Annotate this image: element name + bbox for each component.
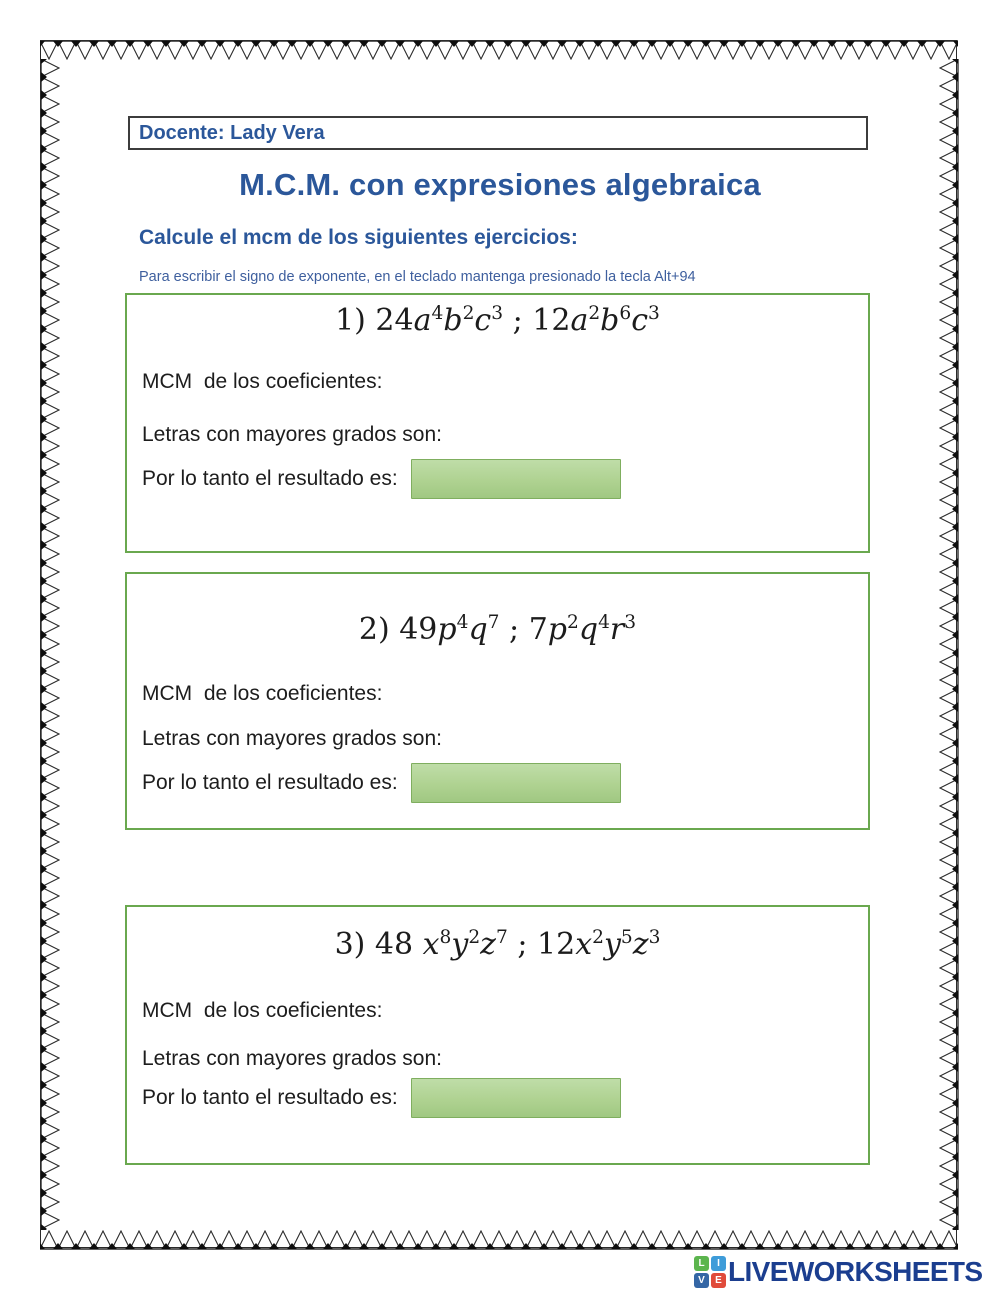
- letters-degrees-label: Letras con mayores grados son:: [142, 423, 442, 446]
- result-label: Por lo tanto el resultado es:: [142, 771, 398, 794]
- mcm-coefficients-label: MCM de los coeficientes:: [142, 682, 383, 705]
- result-row: Por lo tanto el resultado es:: [142, 1078, 621, 1118]
- teacher-name-label: Docente: Lady Vera: [139, 121, 325, 144]
- liveworksheets-logo-icon: L I V E: [694, 1256, 726, 1288]
- result-label: Por lo tanto el resultado es:: [142, 1086, 398, 1109]
- teacher-name-box: Docente: Lady Vera: [128, 116, 868, 150]
- instructions-heading: Calcule el mcm de los siguientes ejercic…: [139, 226, 578, 249]
- result-row: Por lo tanto el resultado es:: [142, 763, 621, 803]
- result-label: Por lo tanto el resultado es:: [142, 467, 398, 490]
- mcm-coefficients-label: MCM de los coeficientes:: [142, 999, 383, 1022]
- logo-tile-l: L: [694, 1256, 709, 1271]
- logo-tile-i: I: [711, 1256, 726, 1271]
- answer-input-3[interactable]: [410, 1078, 621, 1118]
- letters-degrees-label: Letras con mayores grados son:: [142, 1047, 442, 1070]
- page-title: M.C.M. con expresiones algebraica: [239, 167, 761, 202]
- logo-tile-e: E: [711, 1273, 726, 1288]
- zigzag-border-right: [939, 59, 959, 1230]
- logo-tile-v: V: [694, 1273, 709, 1288]
- exercise-box-1: 1) 24a4b2c3 ; 12a2b6c3 MCM de los coefic…: [125, 293, 870, 553]
- liveworksheets-wordmark: LIVEWORKSHEETS: [728, 1256, 983, 1287]
- exercise-box-3: 3) 48 x8y2z7 ; 12x2y5z3 MCM de los coefi…: [125, 905, 870, 1165]
- exercise-box-2: 2) 49p4q7 ; 7p2q4r3 MCM de los coeficien…: [125, 572, 870, 830]
- answer-input-1[interactable]: [410, 459, 621, 499]
- zigzag-border-left: [40, 59, 60, 1230]
- zigzag-border-bottom: [40, 1230, 958, 1250]
- exercise-2-equation: 2) 49p4q7 ; 7p2q4r3: [358, 612, 637, 647]
- answer-input-2[interactable]: [410, 763, 621, 803]
- exercise-1-equation: 1) 24a4b2c3 ; 12a2b6c3: [335, 303, 660, 338]
- liveworksheets-logo: L I V E LIVEWORKSHEETS: [694, 1255, 983, 1289]
- zigzag-border-top: [40, 40, 958, 60]
- letters-degrees-label: Letras con mayores grados son:: [142, 727, 442, 750]
- exercise-3-equation: 3) 48 x8y2z7 ; 12x2y5z3: [334, 927, 661, 962]
- result-row: Por lo tanto el resultado es:: [142, 459, 621, 499]
- mcm-coefficients-label: MCM de los coeficientes:: [142, 370, 383, 393]
- exponent-hint-text: Para escribir el signo de exponente, en …: [139, 269, 696, 285]
